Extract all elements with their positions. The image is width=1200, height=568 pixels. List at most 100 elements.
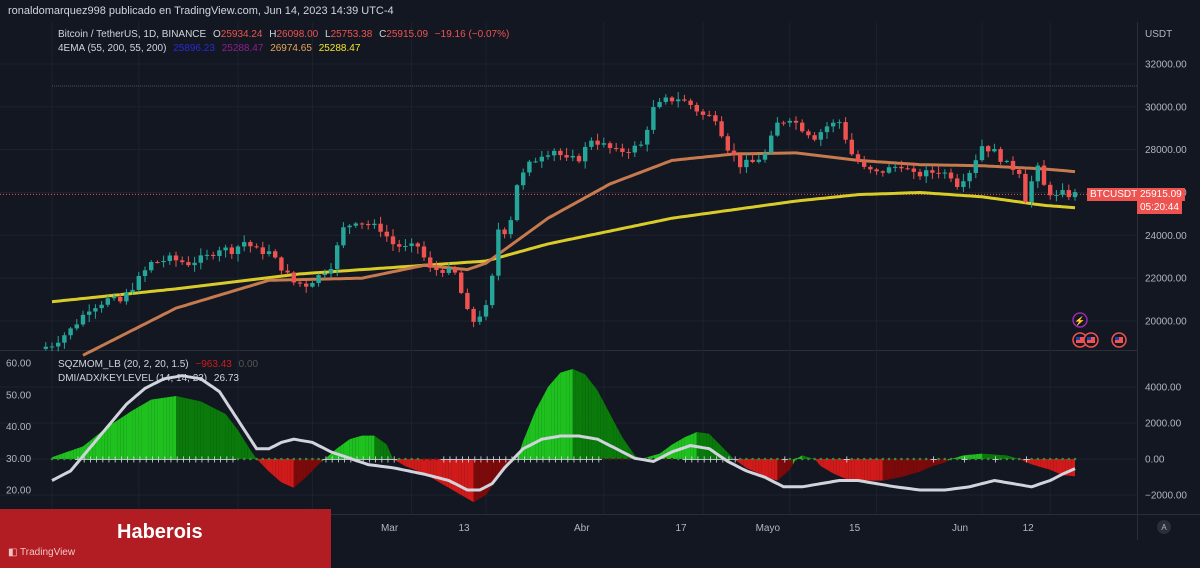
candle — [812, 132, 817, 142]
squeeze-cross: + — [477, 455, 485, 466]
candle-body — [713, 115, 718, 122]
momentum-segment — [194, 400, 198, 459]
momentum-segment — [932, 459, 936, 467]
price-tick: 20000.00 — [1145, 317, 1187, 328]
candle-body — [1035, 165, 1040, 182]
squeeze-dot — [286, 457, 289, 461]
squeeze-cross: + — [526, 455, 534, 466]
candle — [471, 306, 476, 328]
candle-body — [62, 335, 67, 343]
candle — [756, 154, 761, 164]
candle-body — [992, 149, 997, 152]
squeeze-dot — [918, 457, 922, 461]
momentum-segment — [895, 459, 899, 479]
squeeze-dot — [763, 457, 767, 461]
momentum-segment — [172, 396, 176, 459]
momentum-segment — [839, 459, 843, 478]
time-tick: Jun — [952, 523, 968, 534]
squeeze-dot — [621, 457, 624, 461]
momentum-segment — [606, 408, 610, 459]
squeeze-cross: + — [167, 455, 175, 466]
candle — [1054, 190, 1059, 202]
candle — [818, 129, 823, 147]
momentum-segment — [789, 459, 793, 470]
momentum-segment — [300, 459, 304, 483]
momentum-segment — [67, 450, 71, 459]
squeeze-dot — [627, 457, 630, 461]
momentum-segment — [870, 459, 874, 481]
candle-body — [186, 262, 191, 266]
candle — [1010, 156, 1016, 175]
candle-body — [80, 314, 86, 325]
candle-body — [539, 156, 544, 162]
squeeze-cross: + — [198, 455, 206, 466]
candle-body — [998, 149, 1003, 162]
momentum-segment — [430, 459, 434, 479]
candle — [366, 220, 371, 230]
squeeze-dot — [602, 457, 606, 461]
candle — [750, 152, 755, 164]
momentum-segment — [594, 386, 598, 459]
momentum-segment — [352, 437, 356, 459]
candle-body — [347, 225, 352, 228]
candle — [390, 229, 396, 251]
candle-body — [775, 122, 780, 136]
squeeze-dot — [397, 457, 401, 461]
sqz-legend[interactable]: SQZMOM_LB (20, 2, 20, 1.5) −963.43 0.00 — [58, 359, 262, 370]
momentum-segment — [982, 453, 986, 459]
time-tick: Abr — [574, 523, 590, 534]
sqz-title: SQZMOM_LB (20, 2, 20, 1.5) — [58, 359, 189, 370]
momentum-segment — [904, 459, 908, 477]
candle-body — [285, 270, 290, 273]
candle-body — [74, 324, 79, 329]
momentum-segment — [703, 432, 707, 459]
candle-body — [502, 229, 507, 235]
candle-body — [552, 150, 557, 156]
momentum-segment — [324, 456, 328, 459]
ohlc-high: H26098.00 — [269, 29, 319, 40]
candle-body — [49, 346, 55, 348]
momentum-segment — [1022, 459, 1026, 462]
momentum-segment — [154, 398, 158, 459]
candle-body — [428, 257, 433, 268]
dmi-legend[interactable]: DMI/ADX/KEYLEVEL (14, 14, 23) 26.73 — [58, 373, 243, 384]
squeeze-dot — [304, 457, 308, 461]
squeeze-dot — [831, 457, 835, 461]
squeeze-cross: + — [378, 455, 386, 466]
candle — [837, 119, 842, 129]
candle-body — [248, 242, 253, 247]
candle-body — [676, 99, 681, 102]
squeeze-dot — [404, 457, 407, 461]
adx-tick: 40.00 — [6, 422, 31, 433]
momentum-segment — [362, 435, 366, 459]
candle — [1029, 175, 1034, 208]
momentum-segment — [188, 398, 192, 459]
candle-body — [787, 120, 792, 123]
candle-body — [1048, 184, 1053, 196]
candle — [744, 153, 749, 174]
bar-countdown-label: 05:20:44 — [1137, 201, 1182, 214]
momentum-segment — [994, 454, 998, 459]
price-axis-unit: USDT — [1145, 29, 1172, 40]
candle-body — [527, 161, 532, 173]
candle — [800, 119, 805, 133]
candle — [973, 154, 978, 179]
momentum-segment — [120, 416, 124, 459]
momentum-segment — [405, 459, 409, 468]
momentum-segment — [721, 446, 725, 459]
momentum-tick: 0.00 — [1145, 455, 1165, 466]
symbol-legend[interactable]: Bitcoin / TetherUS, 1D, BINANCE O25934.2… — [58, 29, 513, 40]
momentum-segment — [1025, 459, 1029, 464]
momentum-segment — [374, 435, 378, 459]
candle-body — [260, 247, 265, 254]
momentum-segment — [414, 459, 418, 471]
candle — [719, 116, 724, 138]
momentum-segment — [250, 450, 254, 459]
momentum-segment — [64, 451, 68, 459]
momentum-segment — [427, 459, 431, 477]
momentum-segment — [1037, 459, 1041, 468]
squeeze-cross: + — [688, 455, 696, 466]
squeeze-cross: + — [533, 455, 541, 466]
ema-legend[interactable]: 4EMA (55, 200, 55, 200) 25896.23 25288.4… — [58, 43, 364, 54]
event-icons[interactable] — [1072, 312, 1127, 348]
